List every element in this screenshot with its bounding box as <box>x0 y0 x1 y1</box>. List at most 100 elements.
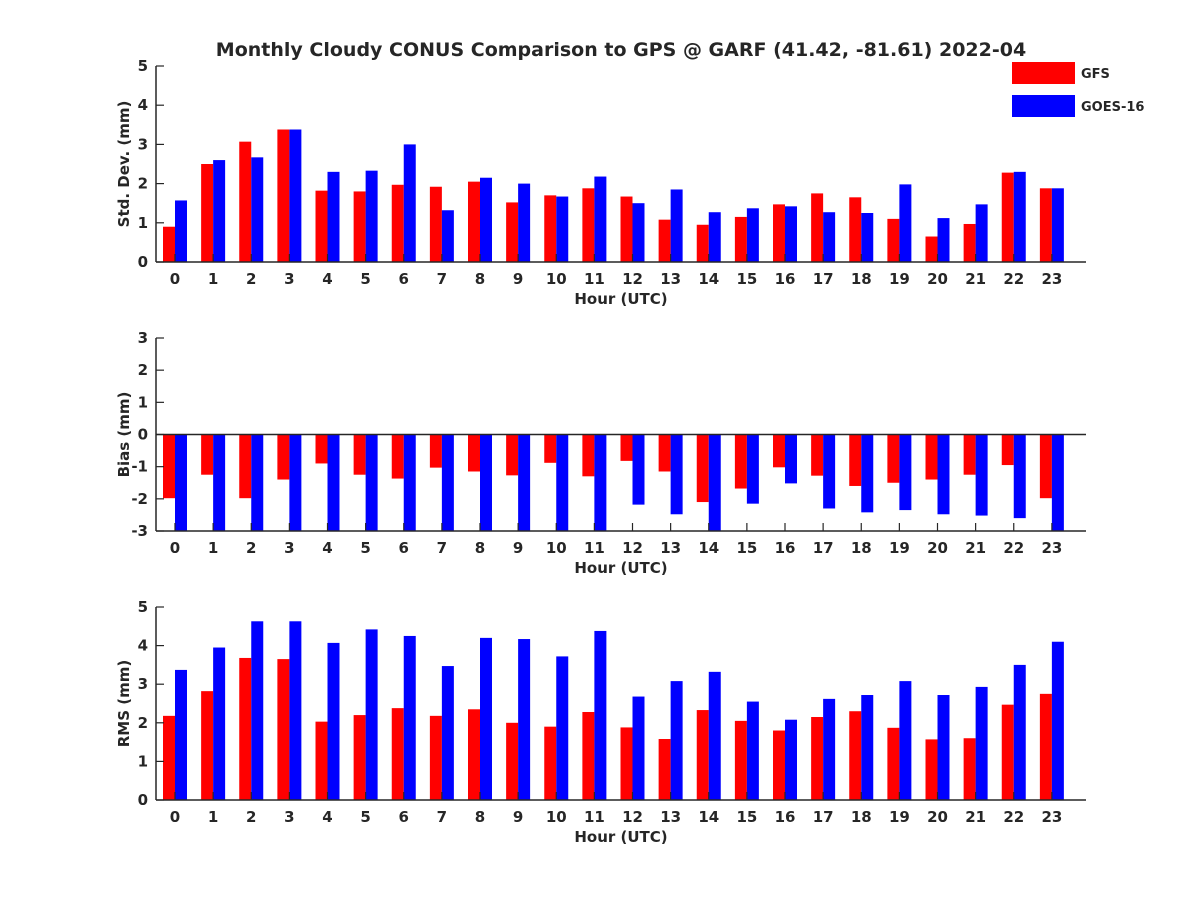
bar-gfs-hour-12 <box>620 196 633 262</box>
x-tick-label: 17 <box>813 539 834 557</box>
bar-goes-16-hour-23 <box>1051 641 1064 800</box>
bar-goes-16-hour-8 <box>480 177 492 262</box>
bar-gfs-hour-7 <box>429 434 442 468</box>
bar-gfs-hour-2 <box>239 657 252 800</box>
bar-goes-16-hour-11 <box>594 630 607 800</box>
x-tick-label: 23 <box>1041 808 1062 826</box>
bar-goes-16-hour-14 <box>708 212 721 262</box>
y-tick-label: 5 <box>138 57 148 75</box>
y-tick-label: 2 <box>138 175 148 193</box>
bar-gfs-hour-1 <box>201 434 214 475</box>
bar-goes-16-hour-20 <box>937 695 950 800</box>
x-tick-label: 10 <box>546 808 567 826</box>
x-tick-label: 6 <box>399 270 409 288</box>
bar-gfs-hour-23 <box>1039 693 1052 800</box>
bar-gfs-hour-14 <box>696 710 709 800</box>
x-tick-label: 4 <box>322 539 332 557</box>
bar-gfs-hour-20 <box>925 236 938 262</box>
bar-goes-16-hour-9 <box>518 434 531 531</box>
x-tick-label: 23 <box>1041 270 1062 288</box>
y-tick-label: 2 <box>138 714 148 732</box>
bar-goes-16-hour-2 <box>251 157 264 262</box>
x-tick-label: 2 <box>246 808 256 826</box>
y-tick-label: 1 <box>138 752 148 770</box>
bar-gfs-hour-12 <box>620 727 633 800</box>
bar-goes-16-hour-1 <box>213 647 226 800</box>
bar-gfs-hour-15 <box>734 434 747 489</box>
bar-goes-16-hour-7 <box>441 210 454 262</box>
bar-goes-16-hour-5 <box>365 170 378 262</box>
legend-swatch-gfs <box>1012 62 1075 84</box>
bar-gfs-hour-20 <box>925 434 938 480</box>
x-tick-label: 17 <box>813 808 834 826</box>
x-tick-label: 1 <box>208 270 218 288</box>
bar-goes-16-hour-22 <box>1013 664 1026 800</box>
x-tick-label: 21 <box>965 270 986 288</box>
x-tick-label: 5 <box>360 270 370 288</box>
x-tick-label: 10 <box>546 539 567 557</box>
x-tick-label: 7 <box>437 539 447 557</box>
bar-gfs-hour-5 <box>353 434 366 475</box>
x-tick-label: 3 <box>284 539 294 557</box>
bar-gfs-hour-3 <box>277 434 290 480</box>
bar-goes-16-hour-23 <box>1051 188 1064 262</box>
y-tick-label: 3 <box>138 329 148 347</box>
y-tick-label: -3 <box>131 522 148 540</box>
y-tick-label: 2 <box>138 361 148 379</box>
y-tick-label: 4 <box>138 96 148 114</box>
bar-goes-16-hour-22 <box>1013 434 1026 519</box>
bar-goes-16-hour-22 <box>1013 171 1026 262</box>
bar-gfs-hour-9 <box>506 202 519 262</box>
bar-goes-16-hour-2 <box>251 434 264 531</box>
x-tick-label: 11 <box>584 270 605 288</box>
bar-goes-16-hour-9 <box>518 639 531 800</box>
bar-goes-16-hour-18 <box>861 434 874 513</box>
bar-goes-16-hour-21 <box>975 434 988 516</box>
x-tick-label: 7 <box>437 808 447 826</box>
bar-goes-16-hour-4 <box>327 434 340 531</box>
bar-gfs-hour-22 <box>1001 172 1014 262</box>
bar-goes-16-hour-11 <box>594 176 607 262</box>
y-axis-label: Std. Dev. (mm) <box>115 101 133 228</box>
bar-gfs-hour-20 <box>925 739 938 800</box>
bar-goes-16-hour-6 <box>403 144 416 262</box>
bar-goes-16-hour-6 <box>403 434 416 531</box>
bar-gfs-hour-22 <box>1001 704 1014 800</box>
bar-gfs-hour-3 <box>277 659 290 800</box>
x-tick-label: 8 <box>475 270 485 288</box>
y-tick-label: 0 <box>138 253 148 271</box>
bar-gfs-hour-21 <box>963 434 976 475</box>
x-tick-label: 11 <box>584 808 605 826</box>
x-tick-label: 20 <box>927 539 948 557</box>
bar-gfs-hour-1 <box>201 691 214 800</box>
x-tick-label: 6 <box>399 808 409 826</box>
bar-goes-16-hour-15 <box>746 208 759 262</box>
x-tick-label: 22 <box>1003 808 1024 826</box>
y-tick-label: 0 <box>138 791 148 809</box>
x-tick-label: 22 <box>1003 270 1024 288</box>
x-tick-label: 18 <box>851 539 872 557</box>
bar-goes-16-hour-15 <box>746 701 759 800</box>
bar-gfs-hour-16 <box>773 204 785 262</box>
bar-goes-16-hour-9 <box>518 183 531 262</box>
bar-gfs-hour-6 <box>391 708 404 800</box>
x-tick-label: 8 <box>475 808 485 826</box>
bar-gfs-hour-11 <box>582 711 595 800</box>
x-tick-label: 4 <box>322 808 332 826</box>
bar-gfs-hour-13 <box>658 739 671 800</box>
x-tick-label: 1 <box>208 539 218 557</box>
bar-gfs-hour-17 <box>811 434 824 476</box>
x-tick-label: 13 <box>660 808 681 826</box>
x-tick-label: 13 <box>660 270 681 288</box>
bar-gfs-hour-8 <box>468 434 480 472</box>
bar-gfs-hour-3 <box>277 129 290 262</box>
bar-gfs-hour-15 <box>734 216 747 262</box>
x-tick-label: 18 <box>851 808 872 826</box>
legend-label-goes-16: GOES-16 <box>1081 100 1144 115</box>
bar-gfs-hour-11 <box>582 188 595 262</box>
bar-goes-16-hour-2 <box>251 621 264 800</box>
x-tick-label: 3 <box>284 270 294 288</box>
bar-goes-16-hour-4 <box>327 642 340 800</box>
bar-gfs-hour-7 <box>429 186 442 262</box>
x-tick-label: 18 <box>851 270 872 288</box>
